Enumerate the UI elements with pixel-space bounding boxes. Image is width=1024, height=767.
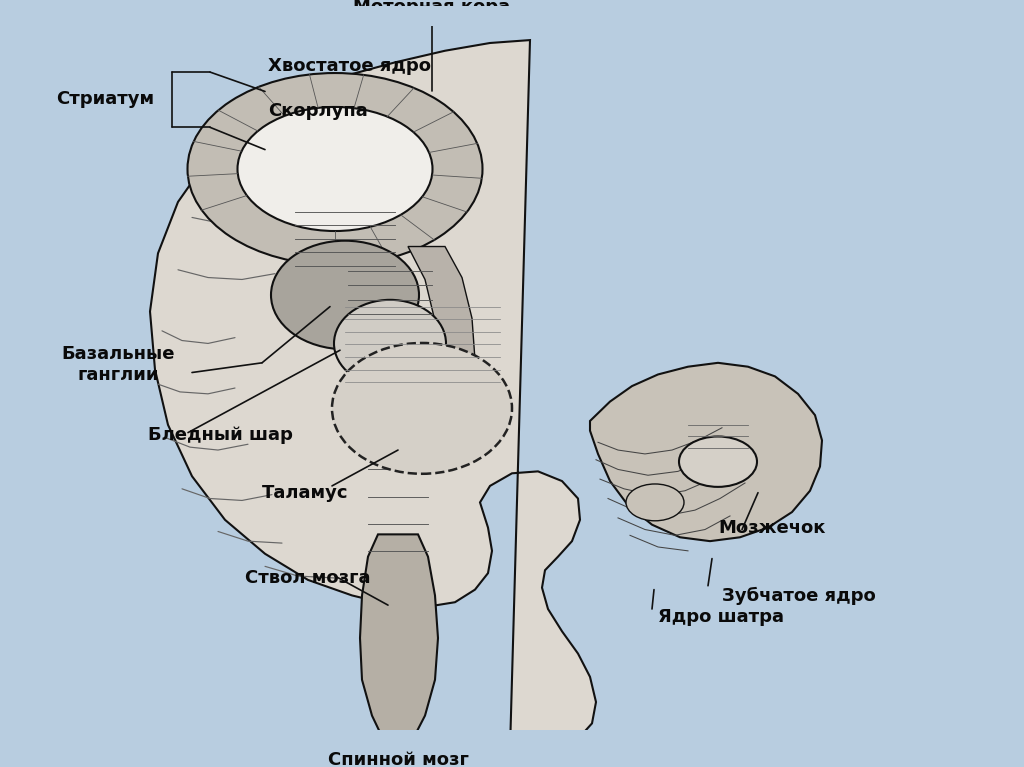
Polygon shape [408, 246, 475, 469]
Polygon shape [378, 745, 418, 767]
Ellipse shape [238, 107, 432, 231]
Text: Спинной мозг: Спинной мозг [328, 751, 468, 767]
Text: Зубчатое ядро: Зубчатое ядро [722, 586, 876, 604]
Polygon shape [150, 40, 596, 749]
Ellipse shape [271, 241, 419, 349]
Text: Стриатум: Стриатум [56, 91, 154, 108]
Text: Моторная кора: Моторная кора [353, 0, 511, 16]
Text: Бледный шар: Бледный шар [148, 426, 293, 443]
Bar [0, 6, 55, 749]
Ellipse shape [334, 300, 446, 387]
Text: Скорлупа: Скорлупа [268, 102, 368, 120]
Text: Таламус: Таламус [262, 484, 348, 502]
Text: Хвостатое ядро: Хвостатое ядро [268, 58, 431, 75]
Ellipse shape [187, 73, 482, 265]
Bar [0, 6, 1024, 25]
Text: Ствол мозга: Ствол мозга [246, 569, 371, 587]
Text: Ядро шатра: Ядро шатра [658, 607, 784, 626]
Polygon shape [590, 363, 822, 542]
Ellipse shape [332, 343, 512, 474]
Ellipse shape [626, 484, 684, 521]
Ellipse shape [679, 436, 757, 487]
Bar [965, 6, 1024, 749]
Text: Базальные
ганглии: Базальные ганглии [61, 345, 175, 384]
Polygon shape [360, 535, 438, 745]
Bar [0, 730, 1024, 749]
Text: Мозжечок: Мозжечок [718, 518, 825, 537]
